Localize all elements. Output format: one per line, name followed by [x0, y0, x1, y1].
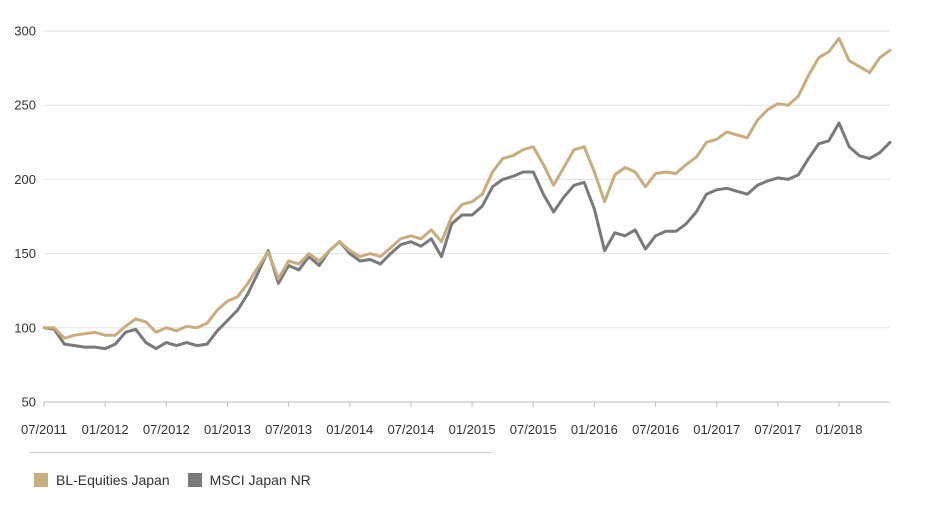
legend-swatch-bl-equities-japan — [34, 473, 48, 487]
y-tick-label: 250 — [14, 98, 36, 113]
legend-divider — [30, 452, 492, 453]
x-tick-label: 07/2017 — [754, 422, 801, 437]
x-tick-label: 01/2017 — [693, 422, 740, 437]
x-tick-label: 07/2015 — [510, 422, 557, 437]
x-axis-labels: 07/2011 01/2012 07/2012 01/2013 07/2013 01/20… — [21, 402, 863, 437]
x-tick-label: 07/2012 — [143, 422, 190, 437]
legend-label-bl-equities-japan: BL-Equities Japan — [56, 472, 170, 488]
y-axis-labels: 50 100 150 200 250 300 — [14, 24, 36, 410]
x-tick-label: 07/2016 — [632, 422, 679, 437]
legend-item-bl-equities-japan[interactable]: BL-Equities Japan — [34, 472, 170, 488]
x-tick-label: 07/2011 — [21, 422, 67, 437]
series-lines — [42, 36, 892, 351]
legend: BL-Equities Japan MSCI Japan NR — [34, 472, 329, 488]
x-tick-label: 01/2015 — [449, 422, 496, 437]
x-tick-label: 07/2013 — [265, 422, 312, 437]
x-tick-label: 01/2016 — [571, 422, 618, 437]
y-tick-label: 100 — [14, 320, 36, 335]
x-tick-label: 01/2018 — [816, 422, 863, 437]
legend-item-msci-japan-nr[interactable]: MSCI Japan NR — [187, 472, 311, 488]
x-tick-label: 01/2013 — [204, 422, 251, 437]
x-tick-label: 01/2014 — [326, 422, 373, 437]
y-tick-label: 50 — [22, 395, 36, 410]
legend-swatch-msci-japan-nr — [187, 473, 202, 487]
y-tick-label: 200 — [14, 172, 36, 187]
series-line-bl-equities-japan — [42, 36, 892, 340]
y-tick-label: 300 — [14, 24, 36, 39]
y-tick-label: 150 — [14, 246, 36, 261]
x-tick-label: 07/2014 — [387, 422, 434, 437]
x-tick-label: 01/2012 — [82, 422, 129, 437]
series-line-msci-japan-nr — [42, 121, 892, 351]
legend-label-msci-japan-nr: MSCI Japan NR — [209, 472, 311, 488]
